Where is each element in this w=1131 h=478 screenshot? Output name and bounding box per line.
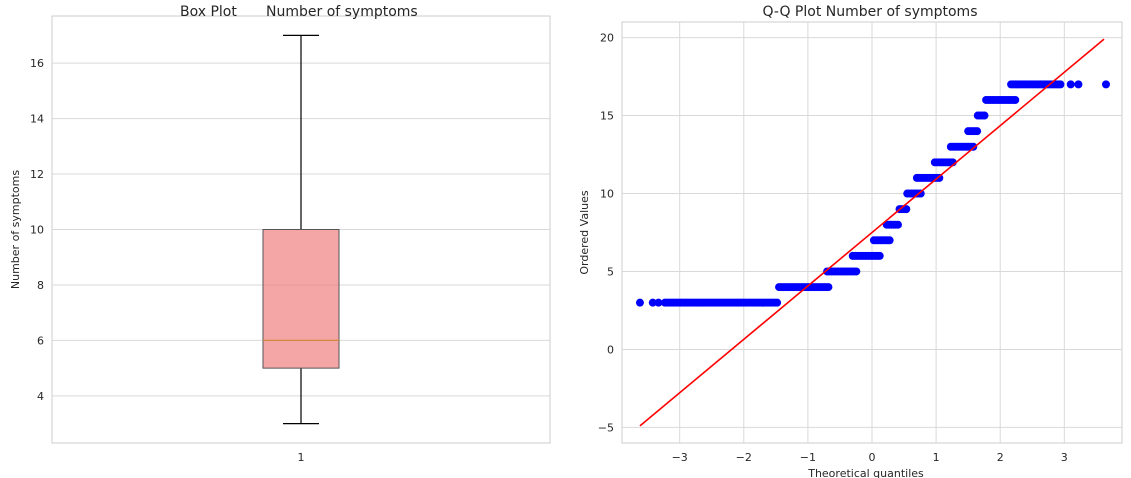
qq-plot-x-axis-label: Theoretical quantiles (807, 467, 924, 478)
box-y-tick-label: 16 (30, 57, 44, 70)
qq-point (902, 205, 911, 214)
qq-plot-y-ticks: −5 0 5 10 15 20 (598, 32, 614, 435)
qq-x-tick-label: −1 (800, 451, 816, 464)
box-x-tick-label: 1 (298, 451, 305, 464)
qq-fit-line (639, 38, 1105, 427)
qq-point (773, 298, 782, 307)
box-y-tick-label: 10 (30, 224, 44, 237)
qq-point (1066, 80, 1075, 89)
qq-point (875, 251, 884, 260)
box-plot-title-right: Number of symptoms (266, 4, 418, 20)
qq-y-tick-label: 0 (607, 343, 614, 356)
qq-plot-points (635, 80, 1110, 307)
box-plot-panel: 4 6 8 10 12 14 16 1 Box Plot Number of symptom… (9, 4, 551, 464)
qq-point (635, 298, 644, 307)
qq-plot-x-ticks: −3 −2 −1 0 1 2 3 (672, 451, 1068, 464)
qq-y-tick-label: 10 (600, 188, 614, 201)
qq-point (824, 283, 833, 292)
qq-plot-y-axis-label: Ordered Values (578, 190, 591, 274)
qq-x-tick-label: −2 (736, 451, 752, 464)
box-plot-x-ticks: 1 (298, 451, 305, 464)
qq-point (852, 267, 861, 276)
qq-point (885, 236, 894, 245)
box-y-tick-label: 4 (37, 390, 44, 403)
qq-point (1074, 80, 1083, 89)
box-y-tick-label: 14 (30, 113, 44, 126)
qq-point (1011, 95, 1020, 104)
qq-point (654, 298, 663, 307)
qq-y-tick-label: −5 (598, 421, 614, 434)
box-y-tick-label: 12 (30, 168, 44, 181)
qq-x-tick-label: 0 (869, 451, 876, 464)
box-plot-y-axis-label: Number of symptoms (9, 170, 22, 289)
qq-plot-panel: −5 0 5 10 15 20 −3 −2 −1 0 1 2 3 Q-Q Plot Number of… (578, 4, 1123, 478)
qq-point (1056, 80, 1065, 89)
qq-x-tick-label: 1 (933, 451, 940, 464)
box-y-tick-label: 8 (37, 279, 44, 292)
qq-y-tick-label: 5 (607, 265, 614, 278)
qq-point (980, 111, 989, 120)
qq-point (648, 298, 657, 307)
box-plot-marks (262, 34, 340, 425)
qq-point (973, 127, 982, 136)
qq-point (893, 220, 902, 229)
qq-point (916, 189, 925, 198)
qq-x-tick-label: 2 (997, 451, 1004, 464)
qq-plot-title: Q-Q Plot Number of symptoms (762, 4, 977, 20)
qq-point (935, 173, 944, 182)
iqr-box (262, 229, 340, 369)
box-y-tick-label: 6 (37, 334, 44, 347)
qq-y-tick-label: 15 (600, 110, 614, 123)
qq-y-tick-label: 20 (600, 32, 614, 45)
qq-plot-gridlines (622, 22, 1122, 443)
qq-point (1101, 80, 1110, 89)
box-plot-title-left: Box Plot (180, 4, 237, 20)
box-plot-y-ticks: 4 6 8 10 12 14 16 (30, 57, 44, 403)
qq-x-tick-label: 3 (1061, 451, 1068, 464)
qq-x-tick-label: −3 (672, 451, 688, 464)
